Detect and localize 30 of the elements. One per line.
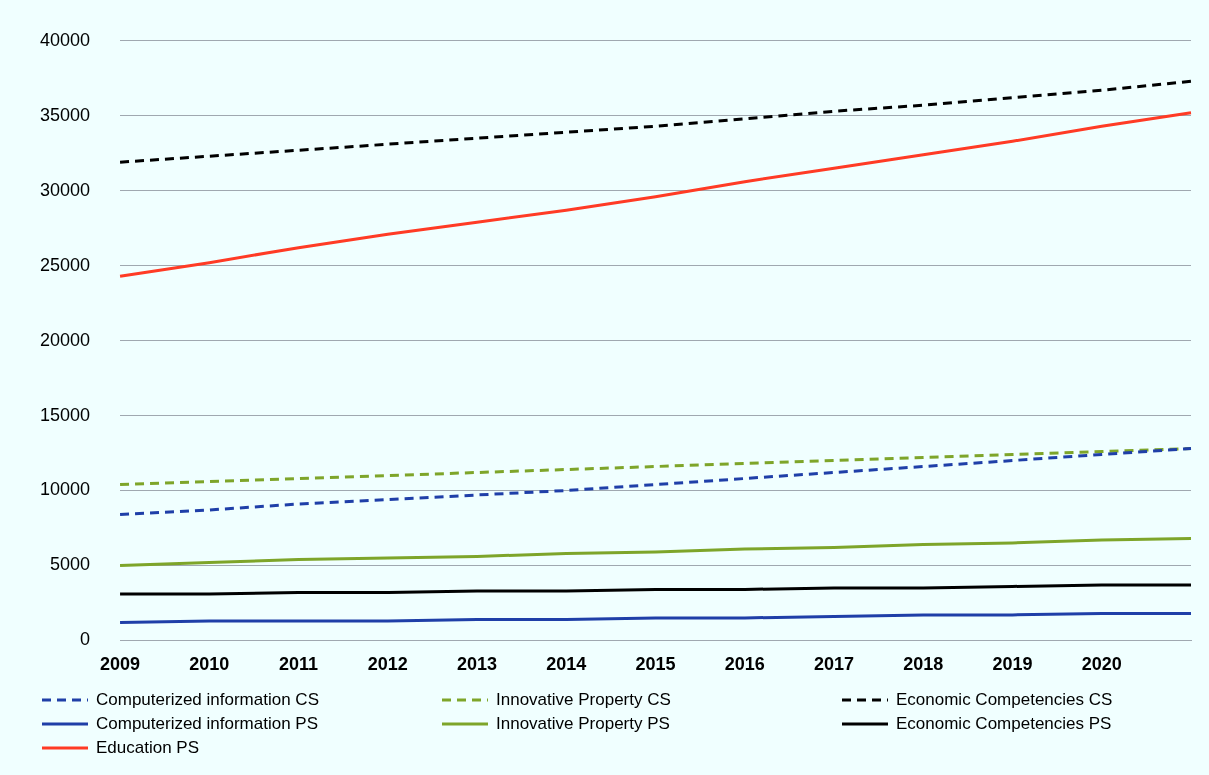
x-tick-label: 2014 bbox=[546, 654, 587, 675]
y-tick-label: 15000 bbox=[39, 404, 91, 425]
x-tick-label: 2016 bbox=[724, 654, 765, 675]
x-tick-label: 2019 bbox=[992, 654, 1033, 675]
x-tick-label: 2017 bbox=[813, 654, 855, 675]
x-tick-label: 2013 bbox=[457, 654, 498, 675]
x-tick-label: 2009 bbox=[100, 654, 141, 675]
x-tick-label: 2012 bbox=[367, 654, 408, 675]
line-series bbox=[118, 447, 1193, 516]
legend-label: Economic Competencies CS bbox=[896, 690, 1113, 710]
legend-label: Economic Competencies PS bbox=[896, 714, 1112, 734]
x-tick-label: 2010 bbox=[189, 654, 230, 675]
y-tick-label: 5000 bbox=[50, 554, 91, 575]
legend-label: Innovative Property CS bbox=[496, 690, 671, 710]
x-tick-label: 2015 bbox=[635, 654, 676, 675]
y-tick-label: 40000 bbox=[39, 29, 91, 50]
y-tick-label: 20000 bbox=[39, 329, 91, 350]
line-series bbox=[118, 79, 1193, 164]
y-tick-label: 35000 bbox=[39, 104, 91, 125]
legend-label: Computerized information CS bbox=[96, 690, 319, 710]
y-tick-label: 30000 bbox=[39, 179, 91, 200]
x-tick-label: 2011 bbox=[279, 654, 319, 675]
y-tick-label: 10000 bbox=[39, 479, 91, 500]
legend-label: Computerized information PS bbox=[96, 714, 319, 734]
y-tick-label: 25000 bbox=[39, 254, 91, 275]
y-tick-label: 0 bbox=[80, 629, 91, 650]
x-tick-label: 2020 bbox=[1081, 654, 1122, 675]
x-tick-label: 2018 bbox=[903, 654, 944, 675]
legend-label: Innovative Property PS bbox=[496, 714, 670, 734]
legend-label: Education PS bbox=[96, 738, 200, 758]
